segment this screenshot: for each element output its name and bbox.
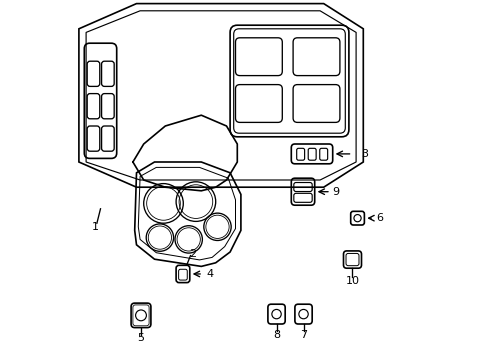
Text: 4: 4 (206, 269, 213, 279)
Text: 5: 5 (137, 333, 144, 343)
Text: 3: 3 (361, 149, 368, 159)
Text: 2: 2 (188, 249, 196, 259)
Text: 8: 8 (272, 330, 280, 340)
Text: 1: 1 (91, 222, 99, 232)
Text: 6: 6 (375, 213, 382, 223)
Text: 10: 10 (345, 276, 359, 286)
Text: 9: 9 (332, 187, 339, 197)
Text: 7: 7 (299, 330, 306, 340)
